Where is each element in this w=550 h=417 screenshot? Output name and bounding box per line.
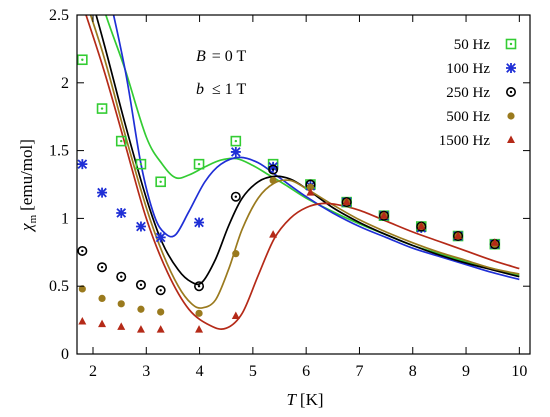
data-point-50-hz <box>115 135 127 147</box>
legend-label-50-hz: 50 Hz <box>454 37 491 53</box>
data-point-250-hz <box>268 164 279 175</box>
annotation-line-1: B = 0 T <box>196 48 247 65</box>
data-point-1500-hz <box>156 325 165 333</box>
legend: 50 Hz 100 Hz 250 Hz 500 Hz 1500 Hz <box>439 37 517 149</box>
x-tick-label: 2 <box>89 363 97 380</box>
legend-marker-250-hz <box>505 87 516 98</box>
data-point-50-hz <box>155 176 166 188</box>
legend-marker-500-hz <box>507 112 515 120</box>
annotation-line-2: b ≤ 1 T <box>196 81 246 98</box>
data-point-1500-hz <box>306 188 315 196</box>
y-tick-label: 1 <box>61 210 69 227</box>
data-point-50-hz <box>230 135 242 147</box>
x-tick-label: 9 <box>462 363 470 380</box>
data-point-500-hz <box>137 305 145 313</box>
data-point-250-hz <box>116 271 127 282</box>
data-point-250-hz <box>97 262 108 273</box>
data-point-1500-hz <box>98 319 107 328</box>
y-tick-label: 1.5 <box>49 143 69 160</box>
x-tick-label: 8 <box>409 363 417 380</box>
fit-curve-500-hz <box>89 15 520 309</box>
x-tick-label: 10 <box>511 363 527 380</box>
fit-curve-1500-hz <box>85 15 520 330</box>
y-tick-label: 0 <box>61 346 69 363</box>
legend-marker-50-hz <box>505 38 517 50</box>
y-tick-label: 0.5 <box>49 278 69 295</box>
data-point-100-hz <box>97 187 108 198</box>
legend-label-250-hz: 250 Hz <box>446 85 490 101</box>
x-tick-label: 4 <box>196 363 204 380</box>
data-point-500-hz <box>195 309 203 317</box>
data-point-250-hz <box>155 285 166 296</box>
legend-label-100-hz: 100 Hz <box>446 61 490 77</box>
data-point-1500-hz <box>231 311 240 320</box>
data-point-250-hz <box>135 279 146 290</box>
data-point-50-hz <box>77 54 88 66</box>
data-point-100-hz <box>194 217 205 228</box>
data-point-1500-hz <box>417 222 426 230</box>
legend-label-500-hz: 500 Hz <box>446 109 490 125</box>
data-point-250-hz <box>230 191 241 202</box>
x-tick-label: 3 <box>142 363 150 380</box>
data-point-100-hz <box>77 159 88 170</box>
data-point-50-hz <box>135 158 147 170</box>
data-point-250-hz <box>77 245 88 256</box>
data-point-500-hz <box>232 250 240 258</box>
data-point-50-hz <box>193 158 205 170</box>
x-tick-label: 7 <box>355 363 363 380</box>
axis-ticks: 2 3 4 5 6 7 8 9 10 0 0.5 1 1.5 2 2.5 <box>49 7 530 380</box>
data-point-100-hz <box>155 232 166 243</box>
x-axis-label: T [K] <box>286 390 323 409</box>
data-point-1500-hz <box>454 231 463 240</box>
plot-area <box>77 15 520 333</box>
data-point-1500-hz <box>269 230 278 238</box>
data-point-500-hz <box>78 285 86 293</box>
legend-label-1500-hz: 1500 Hz <box>439 133 491 149</box>
data-point-1500-hz <box>117 322 126 330</box>
y-axis-label: χm[emu/mol] <box>17 139 39 233</box>
data-point-1500-hz <box>379 211 388 219</box>
data-point-100-hz <box>116 207 127 218</box>
data-point-1500-hz <box>342 197 351 206</box>
data-points <box>77 54 501 333</box>
y-tick-label: 2.5 <box>49 7 69 24</box>
data-point-500-hz <box>117 300 125 308</box>
annotation: B = 0 T b ≤ 1 T <box>196 48 247 98</box>
data-point-1500-hz <box>78 316 87 325</box>
data-point-500-hz <box>157 308 165 316</box>
data-point-500-hz <box>98 294 106 303</box>
legend-marker-1500-hz <box>507 135 515 143</box>
data-point-500-hz <box>269 176 277 185</box>
x-tick-label: 6 <box>302 363 310 380</box>
data-point-1500-hz <box>195 325 204 333</box>
data-point-100-hz <box>135 221 146 232</box>
y-tick-label: 2 <box>61 75 69 92</box>
data-point-1500-hz <box>136 325 145 333</box>
data-point-250-hz <box>194 281 205 292</box>
x-tick-label: 5 <box>249 363 257 380</box>
data-point-100-hz <box>230 146 241 157</box>
plot-frame <box>76 14 531 355</box>
data-point-100-hz <box>268 161 279 172</box>
data-point-50-hz <box>96 103 108 114</box>
fit-curve-250-hz <box>95 15 520 286</box>
legend-marker-100-hz <box>506 63 516 73</box>
data-point-500-hz <box>306 183 315 191</box>
data-point-1500-hz <box>490 238 499 246</box>
